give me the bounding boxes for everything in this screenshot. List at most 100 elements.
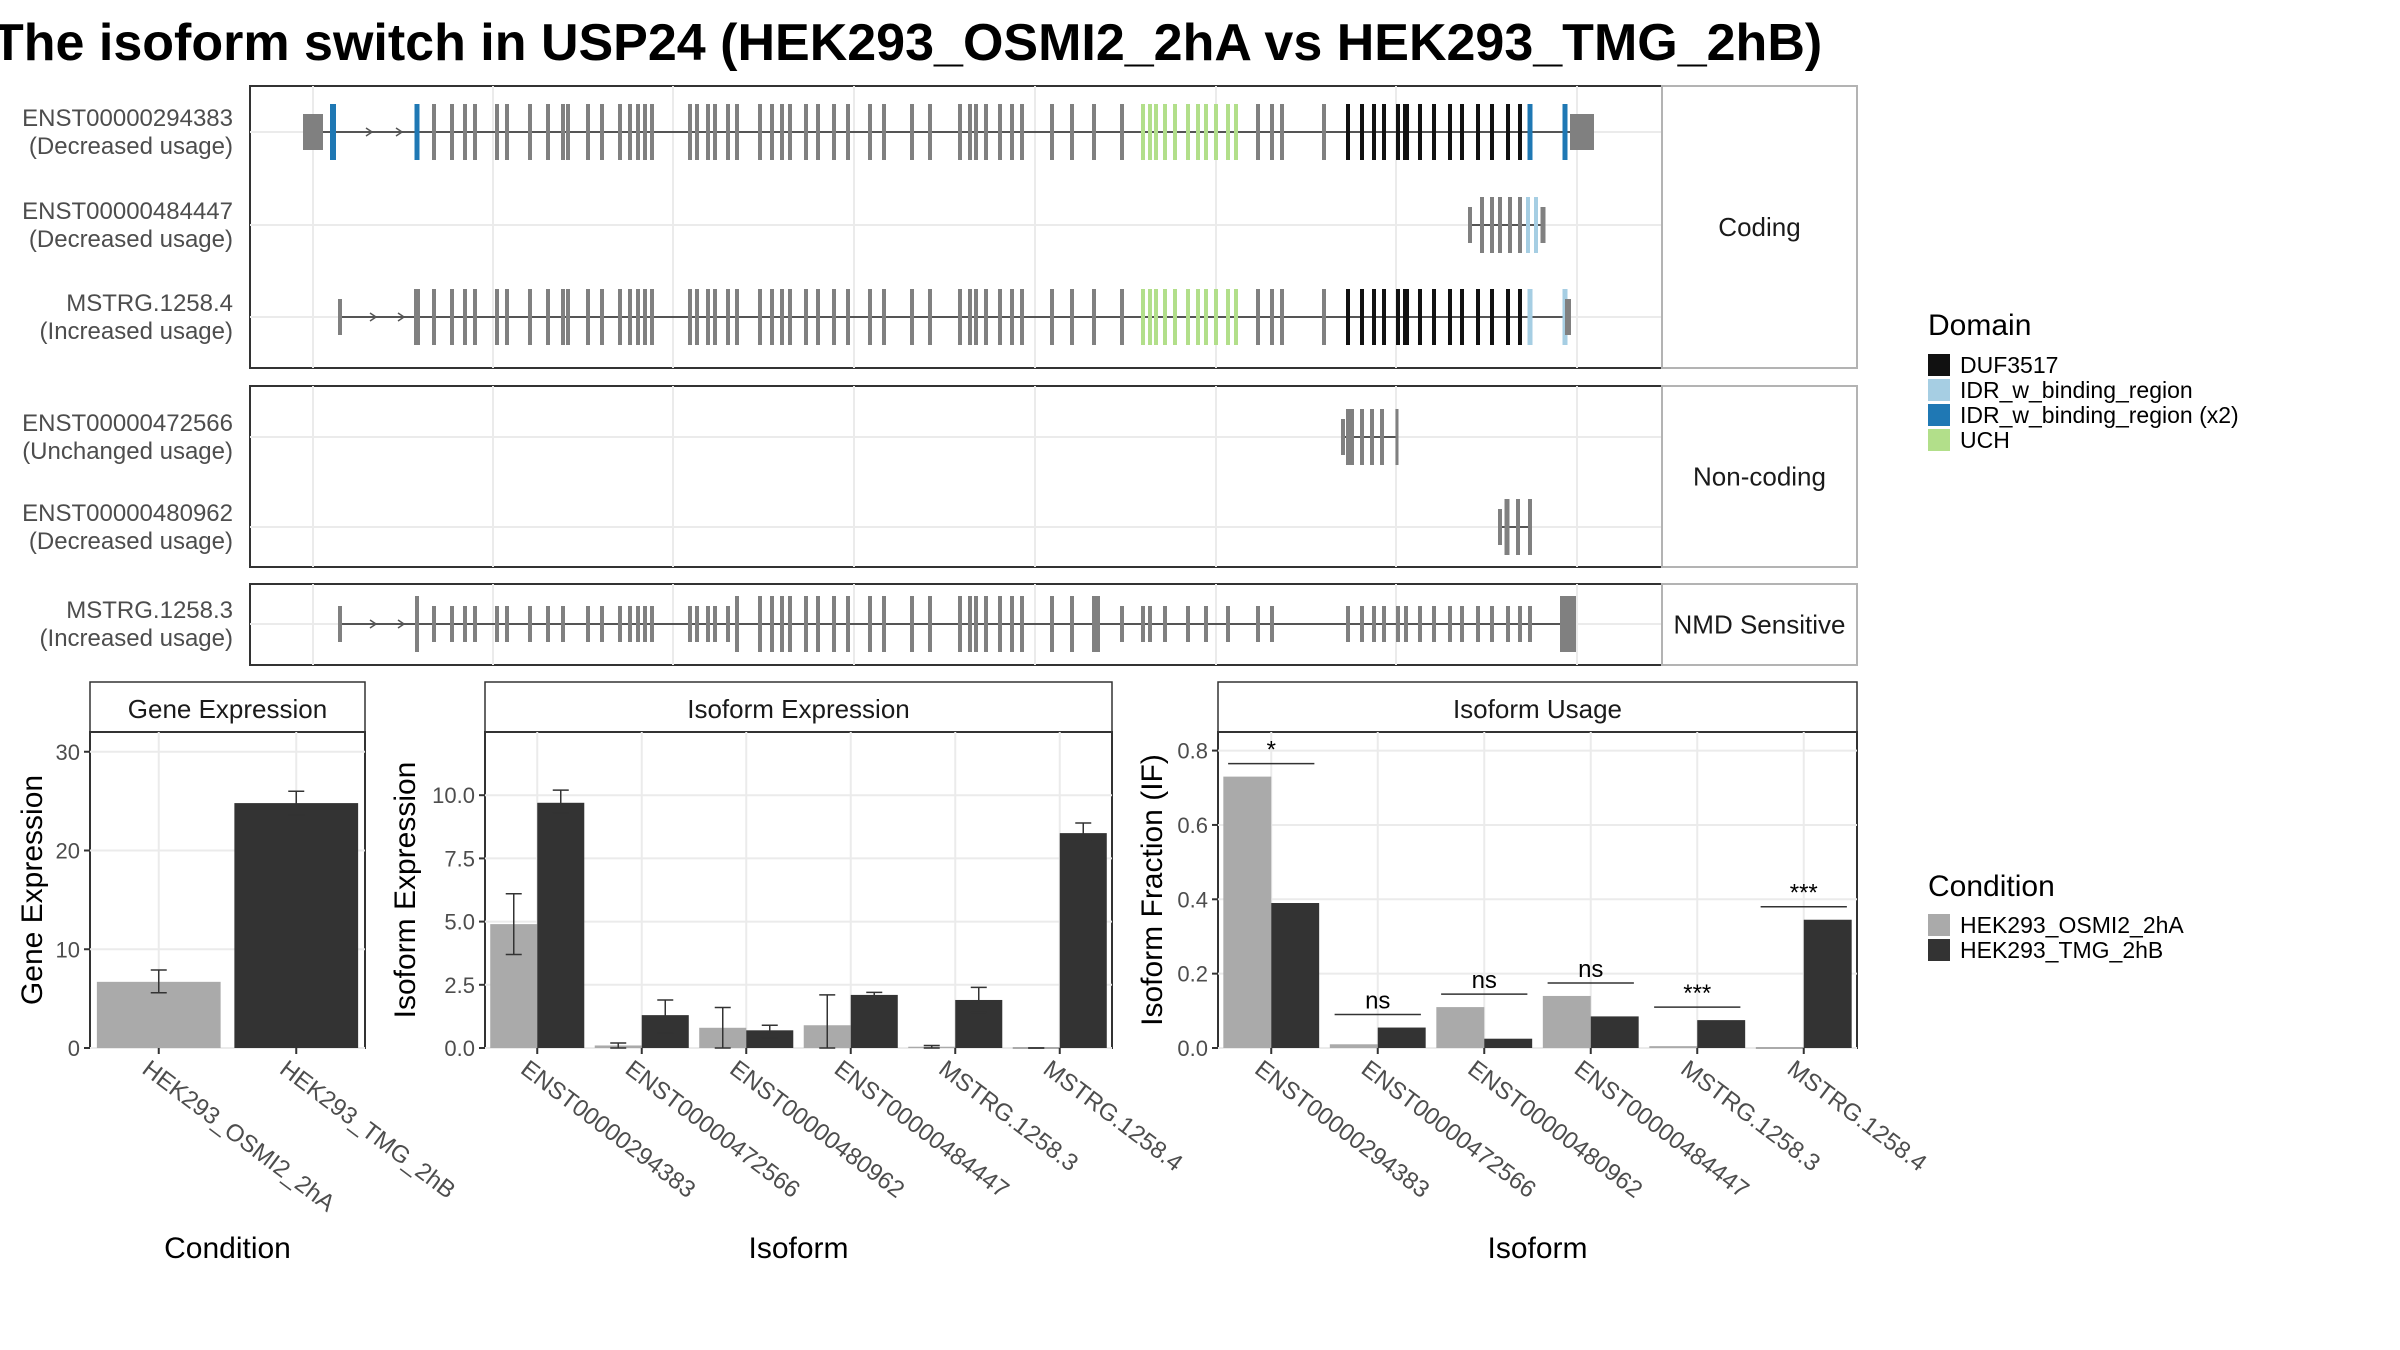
exon bbox=[1204, 606, 1208, 642]
exon bbox=[1480, 197, 1484, 253]
exon bbox=[984, 596, 988, 652]
strand-arrow bbox=[365, 127, 374, 137]
chart-1: Isoform Expression 0.0 2.5 5.0 7.5 10.0 ENST00… bbox=[389, 681, 1188, 1265]
exon bbox=[1050, 596, 1054, 652]
error-bar bbox=[923, 1044, 940, 1049]
exon bbox=[984, 289, 988, 345]
domain-legend-title: Domain bbox=[1928, 309, 2031, 342]
exon bbox=[1120, 289, 1124, 345]
strand-arrow bbox=[369, 619, 378, 629]
exon bbox=[816, 289, 820, 345]
strand-arrow bbox=[397, 312, 406, 322]
exon bbox=[816, 104, 820, 160]
panel-strip-label: NMD Sensitive bbox=[1674, 610, 1846, 640]
exon bbox=[1476, 606, 1480, 642]
y-tick-label: 30 bbox=[56, 740, 80, 765]
exon bbox=[495, 104, 499, 160]
exon bbox=[1141, 104, 1145, 160]
exon bbox=[804, 104, 808, 160]
exon bbox=[958, 104, 962, 160]
condition-legend-key bbox=[1928, 914, 1950, 936]
exon bbox=[726, 289, 730, 345]
exon bbox=[706, 289, 710, 345]
y-axis-title: Isoform Fraction (IF) bbox=[1136, 754, 1169, 1026]
exon bbox=[618, 104, 622, 160]
exon bbox=[882, 289, 886, 345]
bar bbox=[1329, 1044, 1378, 1048]
exon bbox=[1270, 606, 1274, 642]
exon bbox=[1518, 606, 1522, 642]
isoform-label: ENST00000472566 bbox=[22, 410, 233, 437]
exon bbox=[1341, 419, 1345, 455]
isoform-MSTRG.1258.3 bbox=[338, 596, 1576, 652]
exon bbox=[910, 104, 914, 160]
y-tick-label: 2.5 bbox=[444, 973, 475, 998]
exon bbox=[706, 104, 710, 160]
isoform-usage-label: (Decreased usage) bbox=[29, 226, 233, 253]
exon bbox=[928, 289, 932, 345]
exon bbox=[846, 596, 850, 652]
significance-label: * bbox=[1267, 737, 1276, 764]
isoform-ENST00000480962 bbox=[1498, 499, 1532, 555]
exon bbox=[650, 104, 654, 160]
exon bbox=[998, 289, 1002, 345]
isoform-MSTRG.1258.4 bbox=[338, 289, 1571, 345]
exon bbox=[735, 104, 739, 160]
exon bbox=[1540, 207, 1546, 243]
exon bbox=[770, 104, 774, 160]
domain-legend-key bbox=[1928, 379, 1950, 401]
exon bbox=[528, 104, 532, 160]
domain-legend-label: IDR_w_binding_region (x2) bbox=[1960, 402, 2239, 428]
exon bbox=[1527, 104, 1533, 160]
x-axis-title: Isoform bbox=[748, 1232, 848, 1265]
isoform-usage-label: (Increased usage) bbox=[40, 625, 233, 652]
exon bbox=[1476, 104, 1480, 160]
exon bbox=[1173, 289, 1177, 345]
exon bbox=[1560, 596, 1576, 652]
exon bbox=[1504, 499, 1510, 555]
x-axis-title: Condition bbox=[164, 1232, 291, 1265]
exon bbox=[1498, 197, 1502, 253]
exon bbox=[713, 606, 717, 642]
panel-strip-label: Coding bbox=[1718, 212, 1800, 242]
exon bbox=[1280, 289, 1284, 345]
exon bbox=[1372, 606, 1376, 642]
exon bbox=[1460, 289, 1464, 345]
exon bbox=[1196, 289, 1200, 345]
exon bbox=[832, 104, 836, 160]
bar bbox=[850, 994, 898, 1048]
bar bbox=[1436, 1007, 1485, 1048]
exon bbox=[1490, 197, 1494, 253]
y-tick-label: 20 bbox=[56, 839, 80, 864]
exon bbox=[688, 289, 692, 345]
exon bbox=[713, 104, 717, 160]
exon bbox=[561, 104, 565, 160]
exon bbox=[1154, 104, 1158, 160]
exon bbox=[1322, 289, 1326, 345]
exon bbox=[1360, 409, 1364, 465]
exon bbox=[1418, 104, 1422, 160]
exon bbox=[1403, 289, 1409, 345]
exon bbox=[1432, 289, 1436, 345]
exon bbox=[958, 289, 962, 345]
exon bbox=[804, 596, 808, 652]
exon bbox=[628, 104, 632, 160]
exon bbox=[1092, 104, 1096, 160]
domain-legend-key bbox=[1928, 429, 1950, 451]
exon bbox=[1234, 289, 1238, 345]
exon bbox=[1372, 289, 1376, 345]
exon bbox=[804, 289, 808, 345]
exon bbox=[495, 289, 499, 345]
exon bbox=[1256, 104, 1260, 160]
exon bbox=[1506, 289, 1510, 345]
exon bbox=[546, 104, 550, 160]
y-tick-label: 0.4 bbox=[1177, 887, 1208, 912]
error-bar bbox=[288, 790, 305, 816]
exon bbox=[1404, 606, 1408, 642]
exon bbox=[415, 596, 419, 652]
exon bbox=[1141, 606, 1145, 642]
exon bbox=[780, 104, 784, 160]
exon bbox=[1506, 606, 1510, 642]
y-tick-label: 10 bbox=[56, 937, 80, 962]
exon bbox=[1234, 104, 1238, 160]
